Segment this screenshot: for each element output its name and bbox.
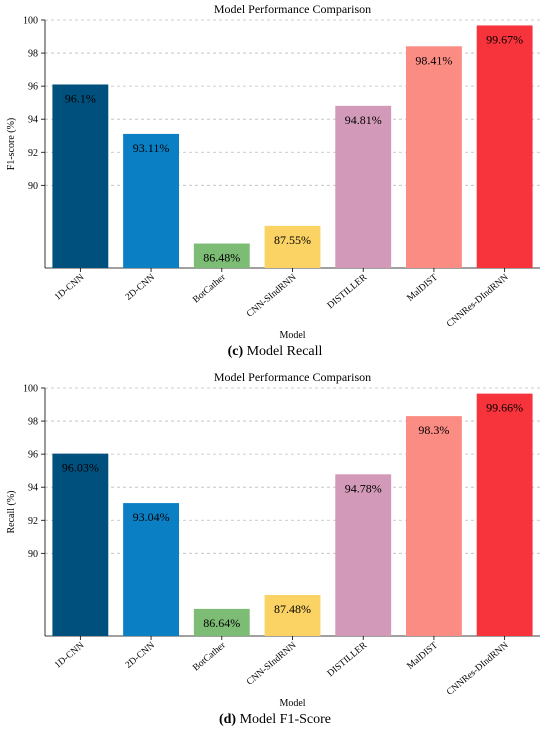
bar-value-label: 93.11% (133, 141, 170, 155)
y-tick-label: 96 (28, 450, 38, 461)
x-tick-label: BotCather (191, 272, 228, 305)
x-tick-label: CNNRes-DIndRNN (445, 273, 511, 330)
bar-distiller (335, 105, 392, 268)
x-tick-label: MalDIST (406, 641, 440, 672)
bar-distiller (335, 474, 392, 636)
y-tick-label: 94 (28, 115, 38, 126)
x-tick-label: MalDIST (406, 273, 440, 304)
y-tick-label: 98 (28, 49, 38, 60)
caption-d-text: Model F1-Score (236, 712, 331, 727)
x-tick-label: CNNRes-DIndRNN (445, 641, 511, 698)
y-tick-label: 100 (23, 384, 38, 395)
bar-1d-cnn (52, 84, 109, 268)
bar-1d-cnn (52, 453, 109, 636)
bar-value-label: 94.81% (345, 113, 382, 127)
y-tick-label: 100 (23, 16, 38, 27)
y-axis-label: Recall (%) (6, 490, 17, 533)
bar-value-label: 96.1% (65, 91, 96, 105)
bar-cnn-sindrnn (264, 594, 321, 636)
caption-c: (c) Model Recall (0, 344, 550, 360)
caption-c-letter: (c) (227, 344, 244, 359)
x-axis-label: Model (279, 698, 305, 709)
bar-botcather (193, 243, 250, 268)
bar-maldist (405, 46, 462, 269)
y-tick-label: 96 (28, 82, 38, 93)
caption-d-letter: (d) (218, 712, 237, 727)
bar-value-label: 98.41% (415, 53, 452, 67)
y-tick-label: 90 (28, 549, 38, 560)
bar-value-label: 98.3% (418, 423, 449, 437)
x-tick-label: CNN-SIndRNN (245, 273, 298, 320)
bar-botcather (193, 608, 250, 636)
caption-d: (d) Model F1-Score (0, 712, 550, 728)
bar-value-label: 96.03% (62, 461, 99, 475)
bar-value-label: 87.55% (274, 233, 311, 247)
bar-value-label: 99.67% (486, 32, 523, 46)
x-tick-label: CNN-SIndRNN (245, 641, 298, 688)
bar-cnnres-dindrnn (476, 25, 533, 269)
chart-panel-c: Model Performance Comparison 90 92 94 96 98 10… (6, 2, 540, 341)
x-tick-label: BotCather (191, 640, 228, 673)
x-tick-label: DISTILLER (326, 640, 370, 679)
bar-value-label: 86.64% (203, 616, 240, 630)
y-tick-label: 90 (28, 181, 38, 192)
x-tick-label: 2D-CNN (124, 273, 157, 303)
y-tick-label: 94 (28, 483, 38, 494)
y-axis-label: F1-score (%) (6, 118, 17, 170)
x-tick-label: DISTILLER (326, 272, 370, 311)
y-tick-label: 92 (28, 148, 38, 159)
y-tick-label: 92 (28, 516, 38, 527)
x-tick-label: 1D-CNN (53, 273, 86, 303)
bar-cnnres-dindrnn (476, 393, 533, 636)
chart-title: Model Performance Comparison (214, 370, 371, 384)
bar-value-label: 94.78% (345, 481, 382, 495)
y-tick-label: 98 (28, 417, 38, 428)
bar-2d-cnn (123, 503, 180, 636)
chart-title: Model Performance Comparison (214, 2, 371, 16)
bar-value-label: 86.48% (203, 251, 240, 265)
bar-value-label: 93.04% (133, 510, 170, 524)
bar-value-label: 99.66% (486, 401, 523, 415)
bar-maldist (405, 416, 462, 636)
x-tick-label: 2D-CNN (124, 641, 157, 671)
x-axis-label: Model (279, 330, 305, 341)
bar-2d-cnn (123, 133, 180, 268)
caption-c-text: Model Recall (243, 344, 323, 359)
bar-value-label: 87.48% (274, 602, 311, 616)
bar-cnn-sindrnn (264, 225, 321, 268)
chart-panel-d: Model Performance Comparison 90 92 94 96 98 10… (6, 370, 540, 709)
x-tick-label: 1D-CNN (53, 641, 86, 671)
